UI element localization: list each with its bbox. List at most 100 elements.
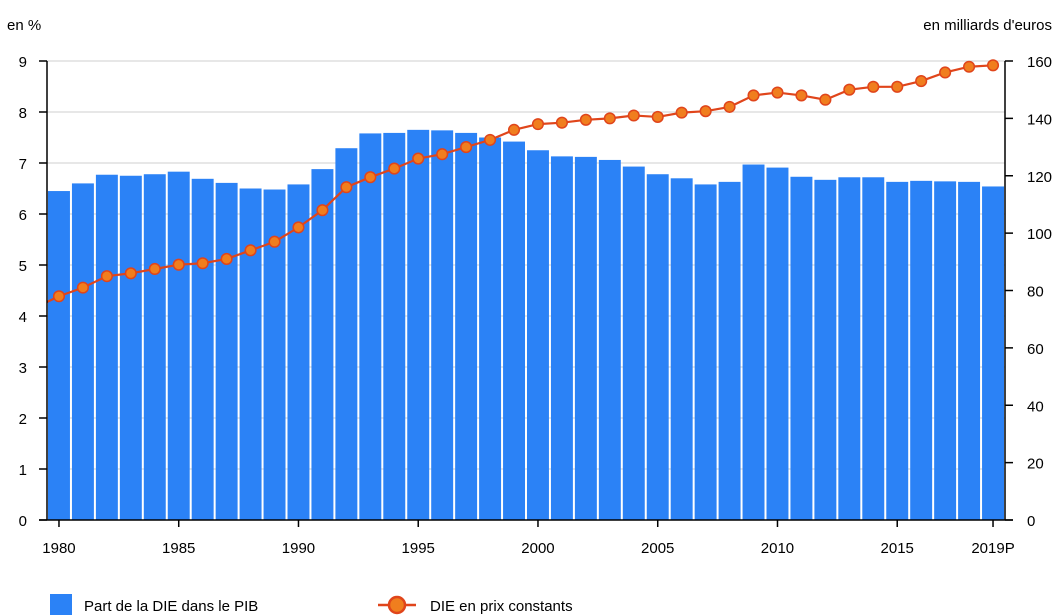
x-tick-label: 2019P: [971, 540, 1014, 557]
line-point: [747, 89, 760, 102]
bar: [455, 132, 478, 520]
bar: [814, 179, 837, 520]
bar: [143, 174, 166, 520]
left-tick-label: 4: [19, 309, 27, 326]
line-point: [651, 110, 664, 123]
line-point: [484, 133, 497, 146]
bar: [742, 164, 765, 520]
line-point: [220, 252, 233, 265]
bar: [407, 129, 430, 520]
left-tick-label: 3: [19, 360, 27, 377]
right-tick-label: 120: [1027, 169, 1052, 186]
line-point: [340, 181, 353, 194]
line-point: [196, 257, 209, 270]
bar: [527, 150, 549, 520]
bar: [263, 189, 286, 520]
bar: [359, 133, 382, 521]
bar: [239, 188, 262, 520]
legend-bar-swatch: [50, 594, 72, 615]
bar: [646, 174, 669, 520]
x-tick-label: 1985: [162, 540, 195, 557]
bar: [670, 178, 693, 521]
bar: [335, 148, 358, 520]
line-point: [388, 162, 401, 175]
line-point: [52, 290, 66, 303]
left-tick-label: 9: [19, 54, 27, 71]
line-point: [867, 80, 880, 93]
bar: [766, 167, 789, 520]
line-point: [412, 152, 425, 165]
line-point: [436, 148, 449, 161]
bar: [910, 180, 933, 520]
line-point: [507, 123, 521, 136]
bar: [718, 181, 741, 520]
bar: [550, 156, 573, 520]
bar: [838, 177, 861, 520]
legend-line-label: DIE en prix constants: [430, 598, 573, 615]
line-point: [244, 244, 257, 257]
left-tick-label: 5: [19, 258, 27, 275]
line-point: [76, 281, 89, 294]
x-tick-label: 2005: [641, 540, 674, 557]
line-point: [268, 235, 281, 248]
bar: [431, 130, 454, 521]
line-point: [124, 267, 137, 280]
line-point: [819, 93, 832, 106]
bar: [958, 181, 981, 520]
legend: Part de la DIE dans le PIB DIE en prix c…: [50, 594, 573, 615]
line-point: [364, 171, 377, 184]
bar: [862, 177, 885, 520]
line-point: [603, 112, 616, 125]
bar: [790, 176, 813, 520]
bar: [934, 181, 957, 521]
right-tick-label: 20: [1027, 456, 1044, 473]
right-tick-label: 100: [1027, 226, 1052, 243]
right-tick-label: 160: [1027, 54, 1052, 71]
line-series: [46, 59, 1000, 303]
bar: [886, 181, 909, 520]
line-point: [915, 75, 928, 88]
x-tick-label: 1995: [402, 540, 435, 557]
bar: [119, 175, 142, 520]
axes: 0 1 2 3 4 5 6 7 8 9 0 20 40 60 80 100 120 140 160 1980 1985 1…: [19, 54, 1052, 557]
bar: [215, 182, 238, 520]
bar: [287, 184, 310, 521]
x-tick-label: 2015: [881, 540, 914, 557]
line-point: [148, 262, 161, 276]
bar: [95, 174, 118, 521]
bar: [982, 186, 1004, 520]
right-tick-label: 80: [1027, 284, 1044, 301]
bar: [48, 191, 70, 521]
line-point: [292, 221, 305, 234]
left-tick-label: 0: [19, 513, 27, 530]
line-point: [579, 113, 592, 126]
line-point: [963, 60, 976, 73]
bar-series: [48, 129, 1004, 521]
bar: [694, 184, 717, 521]
left-tick-label: 2: [19, 411, 27, 428]
line-point: [891, 80, 904, 93]
line-point: [843, 83, 856, 96]
bar: [167, 171, 190, 521]
right-tick-label: 140: [1027, 111, 1052, 128]
line-point: [316, 204, 329, 217]
right-tick-label: 40: [1027, 398, 1044, 415]
right-tick-label: 60: [1027, 341, 1044, 358]
x-tick-label: 1980: [42, 540, 75, 557]
line-point: [627, 109, 640, 122]
line-point: [986, 59, 1000, 72]
right-tick-label: 0: [1027, 513, 1035, 530]
line-point: [699, 105, 712, 118]
x-tick-label: 2010: [761, 540, 794, 557]
line-point: [531, 118, 545, 131]
line-point: [723, 100, 736, 113]
bar: [622, 166, 645, 520]
line-point: [172, 258, 185, 271]
line-point: [100, 270, 113, 283]
line-point: [939, 66, 952, 79]
left-axis-unit: en %: [7, 17, 41, 34]
line-point: [795, 89, 808, 102]
x-tick-label: 2000: [521, 540, 554, 557]
